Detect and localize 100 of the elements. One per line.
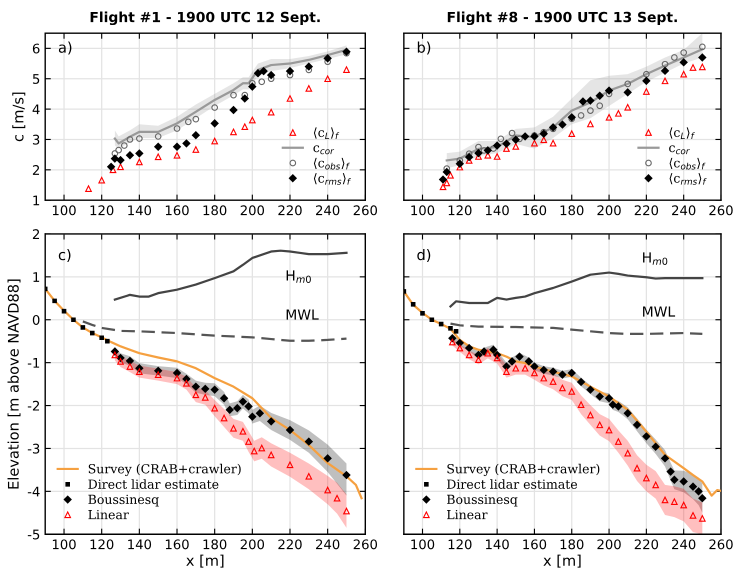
point: [211, 404, 218, 412]
point: [440, 184, 446, 190]
point: [680, 477, 688, 486]
point: [606, 114, 612, 121]
point: [494, 354, 500, 362]
y-tick-label: -3: [28, 444, 40, 454]
point: [62, 308, 66, 314]
x-tick-label: 100: [411, 205, 434, 216]
y-tick-label: 3: [32, 134, 40, 145]
point: [642, 76, 650, 85]
point: [587, 120, 594, 128]
point: [498, 136, 504, 142]
point: [662, 78, 668, 84]
annotation: c): [58, 248, 70, 262]
point: [267, 417, 276, 426]
x-tick-label: 180: [204, 205, 226, 216]
point: [502, 140, 510, 148]
legend-label: Direct lidar estimate: [447, 479, 578, 489]
x-tick-label: 220: [634, 539, 658, 550]
point: [596, 102, 604, 110]
x-tick-label: 220: [634, 205, 658, 216]
point: [474, 149, 482, 158]
point: [568, 130, 576, 138]
point: [550, 140, 556, 146]
point: [210, 119, 219, 128]
point: [465, 153, 474, 162]
x-axis-title: x [m]: [186, 554, 224, 568]
point: [241, 123, 248, 130]
point: [220, 414, 228, 422]
annotation: MWL: [286, 309, 319, 320]
point: [112, 352, 118, 358]
x-tick-label: 160: [166, 205, 189, 216]
point: [210, 386, 219, 394]
point: [698, 494, 706, 502]
point: [183, 380, 190, 387]
point: [260, 67, 268, 76]
point: [174, 125, 180, 132]
point: [105, 338, 110, 344]
x-tick-label: 240: [316, 539, 340, 550]
point: [605, 86, 614, 95]
point: [456, 338, 464, 347]
chart-title: Flight #1 - 1900 UTC 12 Sept.: [90, 12, 320, 26]
point: [136, 135, 143, 142]
point: [475, 356, 482, 363]
point: [430, 317, 434, 322]
point: [680, 49, 688, 56]
point: [136, 158, 143, 166]
point: [192, 382, 200, 391]
x-tick-label: 100: [52, 205, 76, 216]
point: [443, 180, 450, 186]
x-tick-label: 260: [354, 539, 378, 550]
point: [230, 424, 237, 432]
point: [240, 94, 249, 102]
y-axis-title: Elevation [m above NAVD88]: [8, 280, 21, 489]
point: [98, 176, 106, 184]
x-tick-label: 240: [672, 205, 696, 216]
x-tick-label: 180: [204, 539, 226, 550]
point: [608, 400, 617, 409]
point: [110, 154, 119, 163]
point: [666, 468, 675, 476]
annotation: a): [58, 42, 72, 55]
point: [99, 335, 104, 340]
point: [643, 88, 650, 95]
x-tick-label: 100: [52, 539, 76, 550]
point: [305, 473, 312, 480]
y-tick-label: -4: [28, 486, 40, 496]
legend-label: Boussinesq: [447, 494, 518, 507]
point: [254, 69, 262, 78]
x-tick-label: 120: [448, 539, 472, 550]
annotation: d): [417, 248, 430, 262]
legend-label: Linear: [88, 510, 129, 520]
point: [248, 82, 256, 91]
point: [80, 325, 86, 330]
point: [454, 329, 458, 334]
point: [699, 64, 706, 70]
x-tick-label: 260: [709, 205, 733, 216]
point: [540, 136, 548, 144]
point: [494, 153, 500, 160]
point: [484, 146, 492, 154]
point: [680, 58, 688, 66]
point: [512, 136, 520, 144]
point: [475, 144, 482, 150]
point: [689, 482, 697, 491]
point: [286, 426, 294, 434]
x-tick-label: 200: [597, 205, 621, 216]
point: [694, 487, 703, 496]
x-tick-label: 240: [672, 539, 696, 550]
point: [540, 374, 548, 382]
point: [466, 352, 472, 358]
legend-label: Direct lidar estimate: [88, 479, 218, 489]
point: [202, 394, 209, 401]
point: [173, 368, 182, 377]
point: [559, 384, 566, 392]
point: [286, 67, 294, 76]
y-tick-label: 1: [33, 196, 40, 206]
point: [211, 104, 218, 111]
point: [258, 78, 266, 86]
x-tick-label: 200: [597, 539, 621, 550]
point: [661, 454, 670, 462]
point: [52, 298, 57, 304]
